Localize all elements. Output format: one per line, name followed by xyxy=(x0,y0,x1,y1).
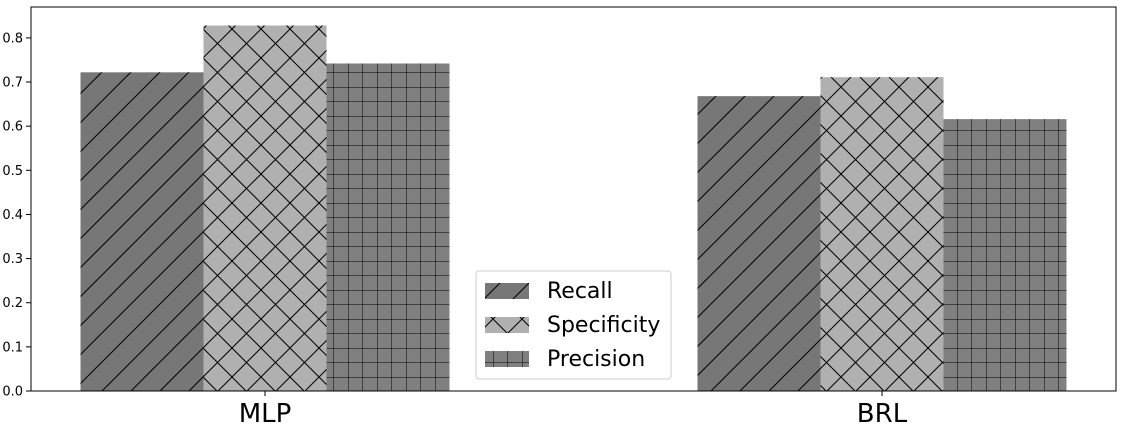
y-tick-label: 0.8 xyxy=(2,31,23,46)
legend-label-precision: Precision xyxy=(547,347,645,372)
y-axis: 0.0 0.1 0.2 0.3 0.4 0.5 0.6 0.7 0.8 xyxy=(2,31,31,400)
plot-frame xyxy=(30,6,1117,392)
bar-mlp-precision-hatch xyxy=(326,63,450,391)
y-tick-label: 0.3 xyxy=(2,252,23,267)
legend-label-recall: Recall xyxy=(547,279,613,304)
y-tick-label: 0.0 xyxy=(2,385,23,400)
legend-swatch-specificity-hatch xyxy=(485,317,529,333)
bar-brl-recall-hatch xyxy=(697,96,821,391)
y-tick-label: 0.6 xyxy=(2,120,23,135)
y-tick-label: 0.2 xyxy=(2,296,23,311)
y-tick-label: 0.7 xyxy=(2,76,23,91)
bar-mlp-specificity-hatch xyxy=(203,25,327,391)
bar-brl-specificity-hatch xyxy=(820,77,944,391)
x-tick-label-brl: BRL xyxy=(857,399,908,429)
y-tick-label: 0.4 xyxy=(2,208,23,223)
legend-swatch-precision-hatch xyxy=(485,351,529,367)
legend-label-specificity: Specificity xyxy=(547,313,660,338)
bars-group xyxy=(80,25,1067,392)
legend-swatch-recall-hatch xyxy=(485,283,529,299)
bar-brl-precision-hatch xyxy=(943,119,1067,391)
legend: Recall Specificity Precision xyxy=(475,270,672,380)
y-tick-label: 0.5 xyxy=(2,164,23,179)
x-axis: MLP BRL xyxy=(239,391,908,429)
bar-mlp-recall-hatch xyxy=(80,72,204,392)
y-tick-label: 0.1 xyxy=(2,340,23,355)
x-tick-label-mlp: MLP xyxy=(239,399,292,429)
